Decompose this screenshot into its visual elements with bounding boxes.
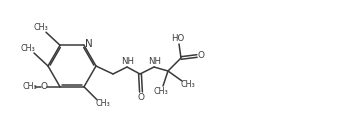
Text: O: O (138, 93, 145, 102)
Text: O: O (197, 51, 204, 60)
Text: N: N (85, 39, 92, 49)
Text: CH₃: CH₃ (33, 23, 48, 32)
Text: CH₃: CH₃ (95, 99, 110, 108)
Text: NH: NH (121, 57, 134, 66)
Text: CH₃: CH₃ (154, 87, 168, 96)
Text: CH₃: CH₃ (180, 81, 195, 89)
Text: NH: NH (148, 57, 161, 66)
Text: O: O (41, 82, 48, 91)
Text: HO: HO (171, 34, 185, 43)
Text: CH₃: CH₃ (22, 82, 37, 91)
Text: CH₃: CH₃ (20, 44, 35, 53)
